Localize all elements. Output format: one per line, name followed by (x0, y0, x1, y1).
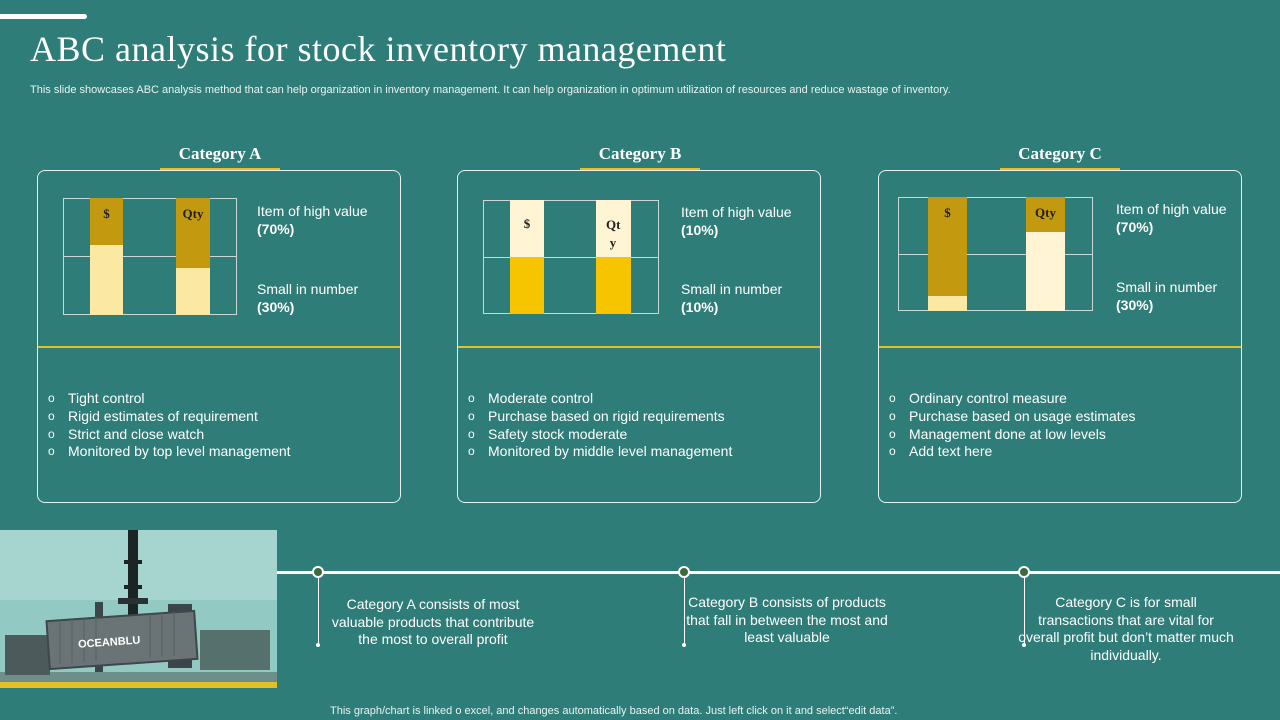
list-item: Monitored by middle level management (468, 443, 732, 461)
timeline-end-b (682, 643, 686, 647)
category-a-summary: Category A consists of most valuable pro… (331, 596, 535, 648)
category-b-card: $ Qt y Item of high value (10%) Small in… (457, 170, 821, 503)
category-c-chart: $ Qty (898, 197, 1093, 311)
list-item: Purchase based on rigid requirements (468, 408, 732, 426)
category-c-value-bar-top: $ (928, 197, 967, 296)
category-b-underline (580, 168, 700, 170)
category-b-bullet-list: Moderate control Purchase based on rigid… (468, 390, 732, 461)
list-item: Moderate control (468, 390, 732, 408)
category-b-qty-label: Qt y (606, 217, 621, 250)
page-title: ABC analysis for stock inventory managem… (30, 29, 727, 69)
top-accent-bar (0, 14, 87, 19)
list-item: Rigid estimates of requirement (48, 408, 291, 426)
category-a-heading: Category A (178, 144, 262, 163)
list-item: Add text here (889, 443, 1135, 461)
category-c-qty-bar-bottom (1026, 232, 1065, 311)
category-c-heading: Category C (1018, 144, 1102, 163)
category-c-qty-bar-top: Qty (1026, 197, 1065, 232)
category-c-stat-value: Item of high value (70%) (1116, 201, 1227, 235)
category-a-underline (160, 168, 280, 170)
timeline-stem-a (318, 578, 319, 644)
category-b-qty-bar-top: Qt y (596, 200, 631, 257)
timeline-stem-c (1024, 578, 1025, 644)
timeline-dot-a (312, 566, 324, 578)
category-a-divider (38, 346, 400, 348)
category-c-qty-label: Qty (1035, 205, 1056, 220)
category-b-heading: Category B (598, 144, 682, 163)
category-b-value-bar-top: $ (510, 200, 544, 257)
category-b-chart: $ Qt y (483, 200, 659, 314)
category-a-value-label: $ (103, 206, 110, 221)
category-b-summary: Category B consists of products that fal… (686, 594, 888, 646)
category-b-divider (458, 346, 820, 348)
timeline-end-a (316, 643, 320, 647)
category-c-value-label: $ (944, 205, 951, 220)
timeline-stem-b (684, 578, 685, 644)
category-a-bullet-list: Tight control Rigid estimates of require… (48, 390, 291, 461)
category-c-underline (1000, 168, 1120, 170)
category-c-value-bar-bottom (928, 296, 967, 311)
page-subtitle: This slide showcases ABC analysis method… (30, 84, 951, 96)
shipping-container-photo: OCEANBLU (0, 530, 277, 688)
category-b-value-bar-bottom (510, 257, 544, 314)
list-item: Tight control (48, 390, 291, 408)
timeline-dot-c (1018, 566, 1030, 578)
category-a-value-bar-top: $ (90, 198, 123, 245)
footnote: This graph/chart is linked o excel, and … (330, 705, 898, 717)
category-b-stat-value: Item of high value (10%) (681, 204, 792, 238)
photo-container-text: OCEANBLU (78, 634, 141, 650)
category-c-card: $ Qty Item of high value (70%) Small in … (878, 170, 1242, 503)
category-a-value-bar-bottom (90, 245, 123, 315)
list-item: Purchase based on usage estimates (889, 408, 1135, 426)
list-item: Management done at low levels (889, 426, 1135, 444)
category-a-stat-value: Item of high value (70%) (257, 203, 368, 237)
timeline-end-c (1022, 643, 1026, 647)
category-a-qty-bar-top: Qty (176, 198, 210, 268)
category-a-card: $ Qty Item of high value (70%) Small in … (37, 170, 401, 503)
list-item: Monitored by top level management (48, 443, 291, 461)
list-item: Safety stock moderate (468, 426, 732, 444)
category-a-qty-bar-bottom (176, 268, 210, 315)
category-a-chart: $ Qty (63, 198, 237, 315)
timeline-dot-b (678, 566, 690, 578)
category-a-stat-qty: Small in number (30%) (257, 281, 359, 315)
timeline-line (277, 571, 1280, 574)
category-c-stat-qty: Small in number (30%) (1116, 279, 1218, 313)
category-b-stat-qty: Small in number (10%) (681, 281, 783, 315)
category-c-summary: Category C is for small transactions tha… (1018, 594, 1234, 663)
category-b-value-label: $ (523, 216, 531, 231)
category-b-qty-bar-bottom (596, 257, 631, 314)
category-c-bullet-list: Ordinary control measure Purchase based … (889, 390, 1135, 461)
category-a-qty-label: Qty (182, 206, 204, 221)
category-c-divider (879, 346, 1241, 348)
list-item: Ordinary control measure (889, 390, 1135, 408)
list-item: Strict and close watch (48, 426, 291, 444)
